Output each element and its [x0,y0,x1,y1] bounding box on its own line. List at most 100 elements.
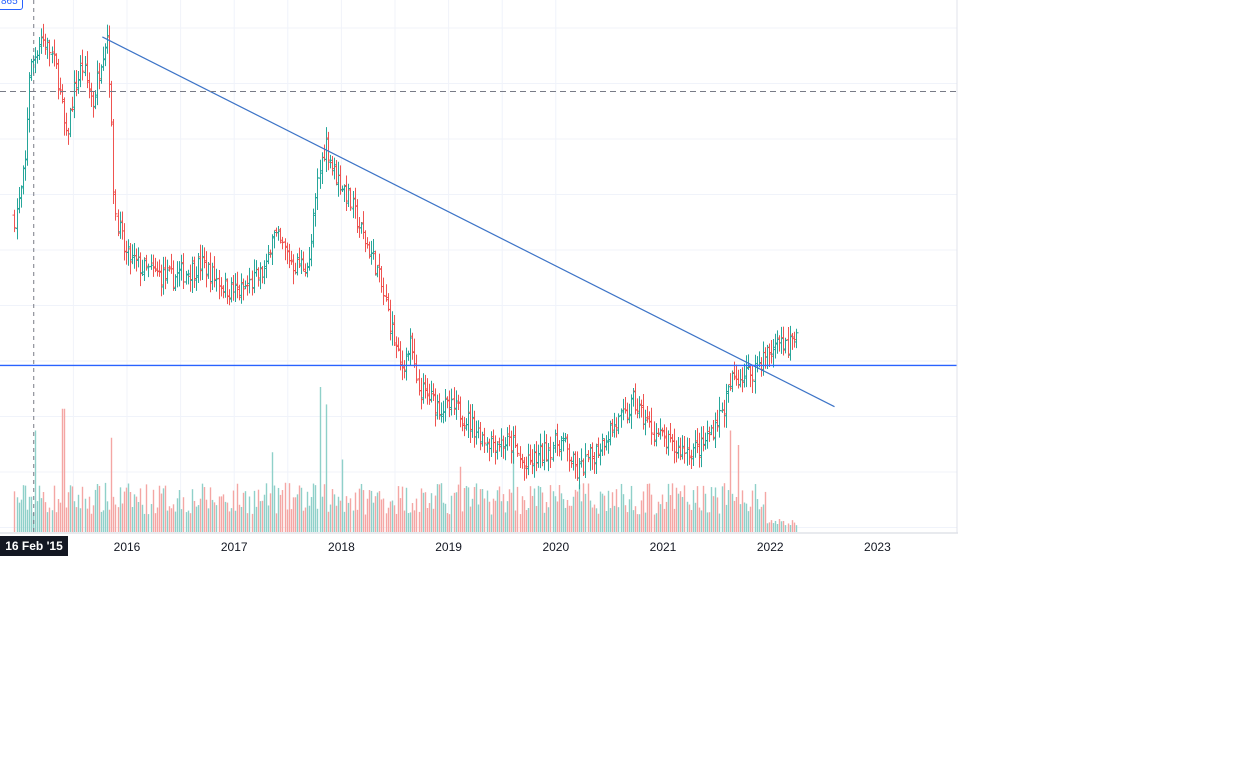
ohlc-bar [771,338,776,368]
ohlc-bar [579,448,584,468]
ohlc-bar [283,238,288,261]
ohlc-bar [64,112,69,136]
ohlc-bar [365,237,370,249]
ohlc-bar [538,433,543,469]
ohlc-bar [561,432,566,452]
ohlc-bar [567,443,572,472]
ohlc-bar [54,53,59,69]
ohlc-bar [649,407,654,445]
ohlc-bar [214,268,219,292]
ohlc-bar [19,185,24,208]
ohlc-bar [534,441,539,472]
ohlc-bar [429,380,434,403]
ohlc-bar [742,363,747,388]
ohlc-bar [732,361,737,381]
ohlc-bar [219,277,224,297]
drawings[interactable] [0,36,957,408]
ohlc-bar [786,327,791,359]
ohlc-bar [56,58,61,100]
ohlc-bar [130,244,135,265]
ohlc-bar [637,396,642,419]
ohlc-bar [359,222,364,234]
ohlc-bar [41,23,46,47]
ohlc-bar [276,226,281,241]
x-tick-label: 2017 [221,540,248,554]
ohlc-bar [722,399,727,428]
ohlc-bar [755,356,760,373]
ohlc-bar [204,251,209,288]
ohlc-bar [91,91,96,118]
ohlc-bar [379,266,384,293]
ohlc-bar [790,333,795,350]
ohlc-bar [256,267,261,287]
ohlc-bar [377,253,382,283]
ohlc-bar [720,402,725,413]
ohlc-bar [466,400,471,438]
ohlc-bar [371,239,376,260]
ohlc-bars [12,23,799,490]
ohlc-bar [503,437,508,461]
ohlc-bar [511,426,516,464]
ohlc-bar [594,443,599,474]
ohlc-bar [192,256,197,289]
ohlc-bar [691,443,696,466]
ohlc-bar [272,230,277,249]
ohlc-bar [619,408,624,428]
ohlc-bar [621,398,626,421]
ohlc-bar [361,211,366,240]
ohlc-bar [507,424,512,447]
ohlc-bar [548,436,553,468]
ohlc-bar [557,440,562,457]
ohlc-bar [794,328,799,349]
ohlc-bar [151,254,156,277]
ohlc-bar [487,438,492,462]
ohlc-bar [351,191,356,219]
ohlc-bar [604,435,609,451]
ohlc-bar [37,37,42,60]
ohlc-bar [505,427,510,451]
ohlc-bar [196,253,201,284]
ohlc-bar [142,257,147,281]
ohlc-bar [161,256,166,295]
ohlc-bar [462,416,467,437]
ohlc-bar [654,423,659,447]
ohlc-bar [408,328,413,366]
ohlc-bar [128,242,133,275]
ohlc-bar [439,402,444,423]
ohlc-bar [518,446,523,468]
ohlc-bar [384,284,389,302]
ohlc-bar [602,438,607,456]
ohlc-bar [50,46,55,64]
x-tick-label: 2021 [650,540,677,554]
ohlc-bar [346,183,351,207]
ohlc-bar [313,193,318,227]
ohlc-bar [149,254,154,270]
ohlc-bar [35,50,40,64]
ohlc-bar [590,442,595,470]
ohlc-bar [674,440,679,463]
ohlc-bar [616,413,621,435]
ohlc-bar [245,275,250,296]
ohlc-bar [724,383,729,428]
ohlc-bar [478,421,483,451]
ohlc-bar [485,437,490,453]
x-tick-label: 2018 [328,540,355,554]
ohlc-bar [60,84,65,104]
ohlc-bar [695,428,700,454]
ohlc-bar [27,72,32,133]
ohlc-bar [78,55,83,88]
ohlc-bar [689,449,694,469]
ohlc-bar [208,252,213,293]
ohlc-bar [759,357,764,377]
ohlc-bar [278,227,283,244]
ohlc-bar [163,256,168,290]
ohlc-bar [260,266,265,284]
ohlc-bar [489,431,494,458]
volume-bars [13,387,798,532]
ohlc-bar [120,211,125,240]
ohlc-bar [779,326,784,354]
ohlc-bar [482,427,487,454]
ohlc-bar [559,436,564,461]
